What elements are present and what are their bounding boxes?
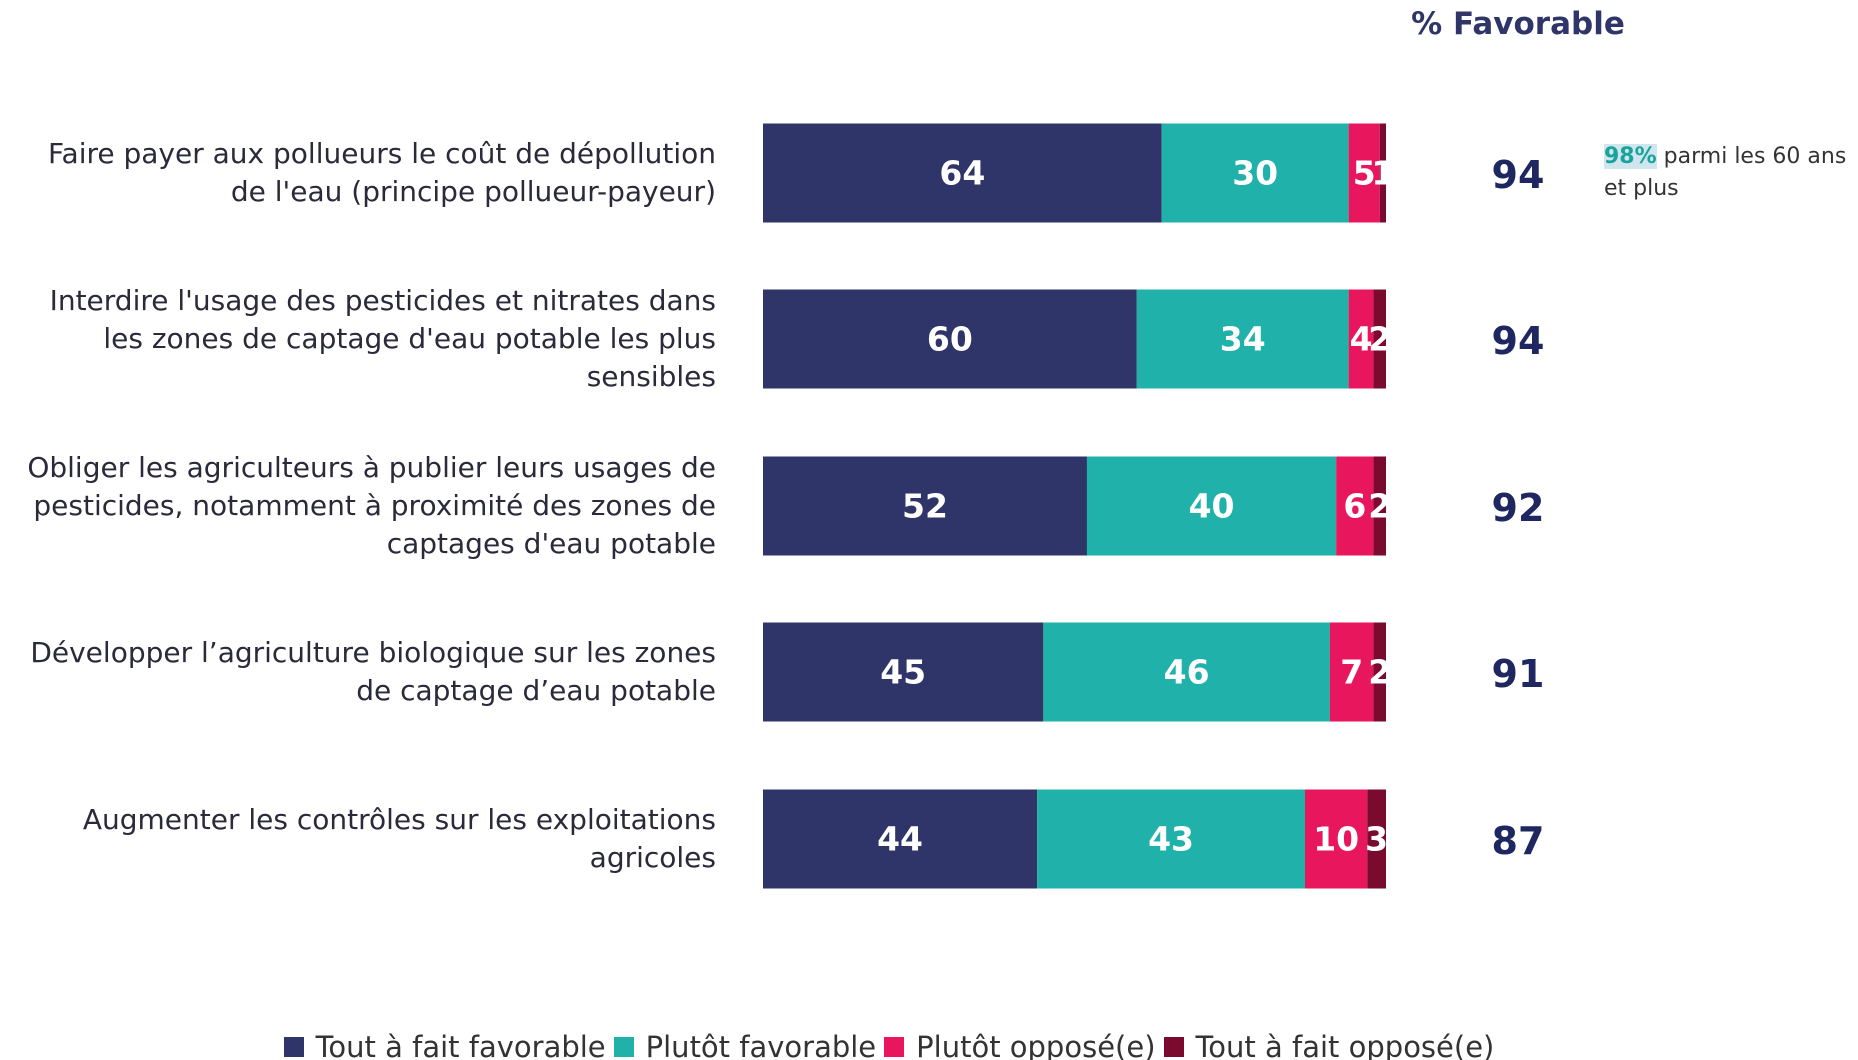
category-label: Obliger les agriculteurs à publier leurs… bbox=[27, 451, 716, 560]
category-label: Faire payer aux pollueurs le coût de dép… bbox=[48, 137, 716, 208]
bar-segment bbox=[1329, 622, 1374, 722]
segment-label: 45 bbox=[880, 653, 926, 692]
legend-label: Tout à fait opposé(e) bbox=[1195, 1030, 1495, 1060]
legend-item: Plutôt favorable bbox=[613, 1030, 877, 1060]
legend-swatch bbox=[1163, 1037, 1184, 1057]
bar-segment bbox=[1161, 123, 1349, 223]
legend-label: Plutôt opposé(e) bbox=[916, 1030, 1156, 1060]
bar-segment bbox=[1373, 289, 1386, 389]
bar-segment bbox=[1367, 789, 1386, 889]
annotation-text: parmi les 60 ans et plus bbox=[1604, 144, 1847, 201]
legend: Tout à fait favorable Plutôt favorable Plu… bbox=[0, 1030, 1818, 1060]
bar-segment bbox=[1043, 622, 1330, 722]
bar-segment bbox=[1379, 123, 1386, 223]
segment-label: 2 bbox=[1368, 487, 1391, 526]
legend-swatch bbox=[613, 1037, 634, 1057]
segment-label: 4 bbox=[1350, 320, 1373, 359]
segment-label: 1 bbox=[1371, 154, 1394, 193]
favorable-value: 94 bbox=[1492, 153, 1545, 197]
segment-label: 30 bbox=[1232, 154, 1278, 193]
segment-label: 6 bbox=[1343, 487, 1366, 526]
bar-segment bbox=[763, 289, 1137, 389]
segment-label: 5 bbox=[1353, 154, 1376, 193]
segment-label: 7 bbox=[1340, 653, 1363, 692]
bar-segment bbox=[1305, 789, 1368, 889]
bar-segment bbox=[1348, 123, 1380, 223]
bar-segment bbox=[1136, 289, 1349, 389]
legend-item: Plutôt opposé(e) bbox=[884, 1030, 1156, 1060]
favorable-value: 92 bbox=[1492, 486, 1545, 530]
segment-label: 44 bbox=[877, 820, 923, 859]
bar-segment bbox=[763, 789, 1038, 889]
segment-label: 2 bbox=[1368, 320, 1391, 359]
bar-segment bbox=[763, 622, 1044, 722]
segment-label: 64 bbox=[939, 154, 985, 193]
category-label: Interdire l'usage des pesticides et nitr… bbox=[49, 284, 716, 393]
favorable-title: % Favorable bbox=[1411, 6, 1625, 42]
bar-segment bbox=[1373, 456, 1386, 556]
bar-segment bbox=[763, 123, 1162, 223]
segment-label: 34 bbox=[1220, 320, 1266, 359]
segment-label: 60 bbox=[927, 320, 973, 359]
segment-label: 10 bbox=[1313, 820, 1359, 859]
bar-segment bbox=[1037, 789, 1306, 889]
annotation-highlight: 98% bbox=[1604, 144, 1657, 169]
category-label: Augmenter les contrôles sur les exploita… bbox=[82, 803, 716, 874]
legend-label: Plutôt favorable bbox=[645, 1030, 877, 1060]
bar-segment bbox=[763, 456, 1087, 556]
segment-label: 43 bbox=[1148, 820, 1194, 859]
legend-swatch bbox=[884, 1037, 905, 1057]
favorable-value: 87 bbox=[1492, 819, 1545, 863]
favorable-value: 94 bbox=[1492, 319, 1545, 363]
bar-segment bbox=[1086, 456, 1337, 556]
segment-label: 3 bbox=[1365, 820, 1388, 859]
legend-item: Tout à fait favorable bbox=[283, 1030, 606, 1060]
legend-label: Tout à fait favorable bbox=[315, 1030, 606, 1060]
segment-label: 2 bbox=[1368, 653, 1391, 692]
bar-segment bbox=[1373, 622, 1386, 722]
favorable-value: 91 bbox=[1492, 652, 1545, 696]
category-label: Développer l’agriculture biologique sur … bbox=[30, 636, 716, 707]
segment-label: 52 bbox=[902, 487, 948, 526]
annotation: 98% parmi les 60 ans et plus bbox=[1604, 141, 1854, 205]
legend-item: Tout à fait opposé(e) bbox=[1163, 1030, 1495, 1060]
segment-label: 46 bbox=[1164, 653, 1210, 692]
bar-segment bbox=[1348, 289, 1374, 389]
legend-swatch bbox=[283, 1037, 304, 1057]
segment-label: 40 bbox=[1189, 487, 1235, 526]
bar-segment bbox=[1336, 456, 1374, 556]
